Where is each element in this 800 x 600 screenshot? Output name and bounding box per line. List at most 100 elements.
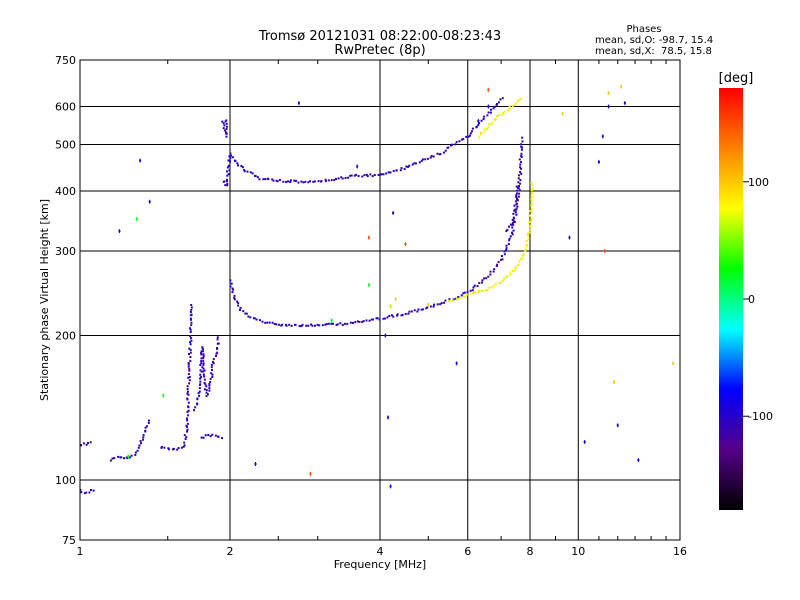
o-mode-point — [208, 384, 211, 387]
o-mode-point — [478, 122, 481, 125]
o-mode-point — [439, 153, 442, 156]
o-mode-point — [430, 155, 433, 158]
o-mode-point — [418, 161, 421, 164]
o-mode-point — [183, 441, 186, 444]
o-mode-point — [172, 447, 175, 450]
o-mode-point — [469, 289, 472, 292]
o-mode-point — [190, 339, 193, 342]
o-mode-point — [316, 323, 319, 326]
o-mode-point — [485, 277, 488, 280]
o-mode-point — [477, 124, 480, 127]
o-mode-point — [304, 180, 307, 183]
o-mode-point — [200, 360, 203, 363]
o-mode-point — [187, 401, 190, 404]
o-mode-point — [243, 168, 246, 171]
x-mode-point — [498, 114, 501, 117]
o-mode-point — [462, 137, 465, 140]
o-mode-point — [307, 181, 310, 184]
x-mode-point — [487, 123, 490, 126]
chart-subtitle: RwPretec (8p) — [334, 43, 425, 58]
x-mode-point — [480, 133, 483, 136]
o-mode-point — [202, 436, 205, 439]
x-mode-point — [527, 238, 530, 241]
o-mode-point — [186, 388, 189, 391]
o-mode-point — [190, 308, 193, 311]
phases-heading: Phases — [626, 24, 661, 35]
o-mode-point — [200, 376, 203, 379]
o-mode-point — [271, 178, 274, 181]
o-mode-point — [203, 388, 206, 391]
o-mode-point — [420, 308, 423, 311]
o-mode-point — [142, 434, 145, 437]
o-mode-point — [130, 454, 133, 457]
o-mode-point — [190, 303, 193, 306]
o-mode-point — [205, 391, 208, 394]
x-mode-point — [529, 224, 532, 227]
x-mode-point — [455, 298, 458, 301]
x-mode-point — [491, 286, 494, 289]
o-mode-point — [216, 351, 219, 354]
o-mode-point — [227, 173, 230, 176]
o-mode-point — [189, 351, 192, 354]
o-mode-point — [330, 179, 333, 182]
o-mode-point — [201, 348, 204, 351]
phases-o-line: mean, sd,O: -98.7, 15.4 — [595, 35, 713, 46]
o-mode-point — [443, 301, 446, 304]
o-mode-point — [416, 310, 419, 313]
o-mode-point — [520, 154, 523, 157]
o-mode-point — [227, 159, 230, 162]
o-mode-point — [134, 451, 137, 454]
o-mode-point — [413, 309, 416, 312]
o-mode-point — [227, 164, 230, 167]
o-mode-point — [505, 230, 508, 233]
o-mode-point — [271, 321, 274, 324]
x-mode-point — [531, 187, 534, 190]
o-mode-point — [290, 324, 293, 327]
o-mode-point — [413, 162, 416, 165]
o-mode-point — [273, 322, 276, 325]
o-mode-point — [187, 365, 190, 368]
o-mode-point — [500, 258, 503, 261]
o-mode-point — [186, 419, 189, 422]
o-mode-point — [515, 185, 518, 188]
o-mode-point — [482, 117, 485, 120]
o-mode-point — [281, 323, 284, 326]
o-mode-point — [396, 313, 399, 316]
o-mode-point — [209, 377, 212, 380]
o-mode-point — [189, 327, 192, 330]
o-mode-point — [512, 223, 515, 226]
o-mode-point — [317, 180, 320, 183]
o-mode-point — [275, 179, 278, 182]
o-mode-point — [89, 441, 92, 444]
o-mode-point — [109, 459, 112, 462]
o-mode-point — [236, 164, 239, 167]
o-mode-point — [455, 141, 458, 144]
scatter-point-cross — [390, 304, 392, 309]
o-mode-point — [448, 298, 451, 301]
o-mode-point — [255, 318, 258, 321]
o-mode-point — [313, 180, 316, 183]
o-mode-point — [308, 180, 311, 183]
o-mode-point — [167, 447, 170, 450]
o-mode-point — [518, 174, 521, 177]
o-mode-point — [408, 310, 411, 313]
o-mode-point — [224, 184, 227, 187]
o-mode-point — [515, 213, 518, 216]
o-mode-point — [234, 160, 237, 163]
o-mode-point — [198, 387, 201, 390]
x-mode-point — [518, 99, 521, 102]
o-mode-point — [194, 406, 197, 409]
o-mode-point — [138, 444, 141, 447]
o-mode-point — [365, 173, 368, 176]
scatter-point-cross — [127, 454, 129, 459]
o-mode-point — [186, 397, 189, 400]
o-mode-point — [513, 220, 516, 223]
o-mode-point — [392, 170, 395, 173]
o-mode-point — [396, 314, 399, 317]
x-mode-point — [528, 231, 531, 234]
scatter-point-cross — [139, 158, 141, 163]
o-mode-point — [89, 489, 92, 492]
o-mode-point — [346, 322, 349, 325]
x-tick-label: 6 — [464, 545, 471, 558]
o-mode-point — [293, 179, 296, 182]
